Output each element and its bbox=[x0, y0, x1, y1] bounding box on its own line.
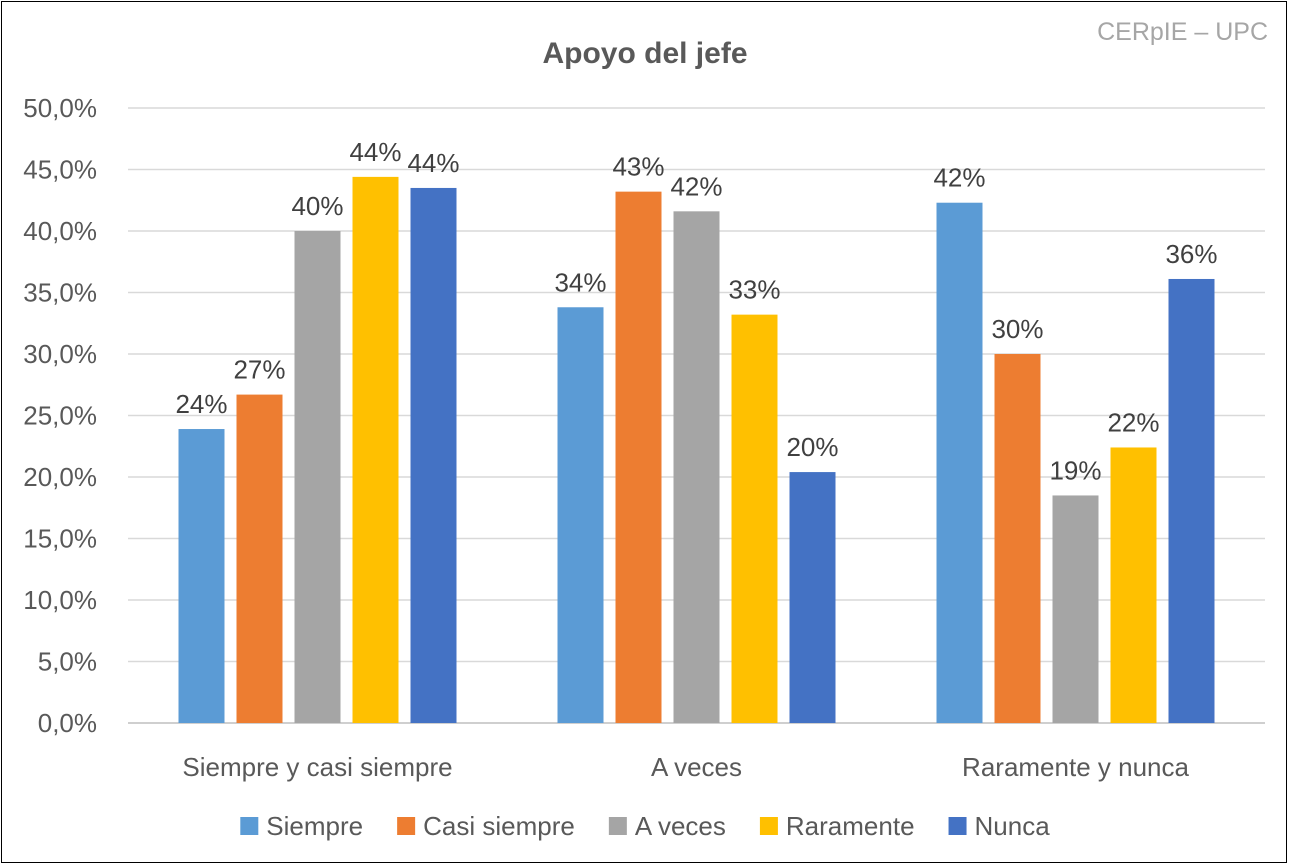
legend: Siempre Casi siempre A veces Raramente Nunca bbox=[240, 811, 1050, 841]
y-tick-label: 10,0% bbox=[23, 585, 97, 615]
chart-title: Apoyo del jefe bbox=[542, 37, 747, 70]
legend-swatch bbox=[397, 817, 416, 835]
data-label: 30% bbox=[991, 314, 1043, 344]
data-label: 20% bbox=[786, 432, 838, 462]
bar bbox=[731, 314, 778, 723]
bar bbox=[178, 429, 225, 723]
data-label: 33% bbox=[728, 275, 780, 305]
data-label: 43% bbox=[612, 152, 664, 182]
y-tick-label: 0,0% bbox=[38, 708, 97, 738]
legend-swatch bbox=[608, 817, 627, 835]
bar bbox=[1052, 495, 1099, 723]
legend-label: Nunca bbox=[975, 811, 1051, 841]
y-tick-label: 50,0% bbox=[23, 93, 97, 123]
watermark-text: CERpIE – UPC bbox=[1097, 18, 1268, 46]
data-label: 40% bbox=[291, 191, 343, 221]
bar bbox=[994, 354, 1041, 723]
y-tick-label: 45,0% bbox=[23, 155, 97, 185]
y-tick-label: 25,0% bbox=[23, 401, 97, 431]
data-label: 44% bbox=[349, 137, 401, 167]
x-tick-label: Siempre y casi siempre bbox=[182, 752, 452, 782]
bar bbox=[294, 231, 341, 723]
bar bbox=[557, 307, 604, 723]
y-axis-ticks: 0,0% 5,0% 10,0% 15,0% 20,0% 25,0% 30,0% 35,0% 40… bbox=[23, 93, 97, 738]
bars bbox=[178, 176, 1215, 723]
y-tick-label: 20,0% bbox=[23, 462, 97, 492]
y-tick-label: 15,0% bbox=[23, 524, 97, 554]
x-tick-label: Raramente y nunca bbox=[962, 752, 1189, 782]
data-label: 27% bbox=[233, 355, 285, 385]
data-label: 42% bbox=[933, 163, 985, 193]
legend-label: Casi siempre bbox=[423, 811, 575, 841]
data-label: 42% bbox=[670, 171, 722, 201]
data-label: 34% bbox=[554, 267, 606, 297]
bar bbox=[352, 176, 399, 723]
legend-swatch bbox=[240, 817, 259, 835]
data-label: 19% bbox=[1049, 455, 1101, 485]
data-label: 22% bbox=[1107, 407, 1159, 437]
legend-swatch bbox=[759, 817, 778, 835]
y-tick-label: 40,0% bbox=[23, 216, 97, 246]
y-tick-label: 35,0% bbox=[23, 278, 97, 308]
x-axis-ticks: Siempre y casi siempre A veces Raramente y… bbox=[182, 752, 1189, 782]
data-label: 36% bbox=[1165, 239, 1217, 269]
bar bbox=[936, 202, 983, 723]
bar bbox=[673, 211, 720, 723]
legend-label: A veces bbox=[635, 811, 726, 841]
legend-label: Raramente bbox=[786, 811, 915, 841]
bar bbox=[615, 191, 662, 723]
y-tick-label: 5,0% bbox=[38, 647, 97, 677]
bar bbox=[1168, 278, 1215, 723]
data-labels: 24%27%40%44% 44%34%43%42%33%20%42%30%19%2… bbox=[175, 137, 1217, 486]
bar bbox=[789, 472, 836, 723]
legend-label: Siempre bbox=[266, 811, 363, 841]
y-tick-label: 30,0% bbox=[23, 339, 97, 369]
bar bbox=[1110, 447, 1157, 723]
bar bbox=[410, 187, 457, 723]
data-label: 44% bbox=[407, 148, 459, 178]
data-label: 24% bbox=[175, 389, 227, 419]
x-tick-label: A veces bbox=[651, 752, 742, 782]
legend-swatch bbox=[948, 817, 967, 835]
bar bbox=[236, 394, 283, 723]
